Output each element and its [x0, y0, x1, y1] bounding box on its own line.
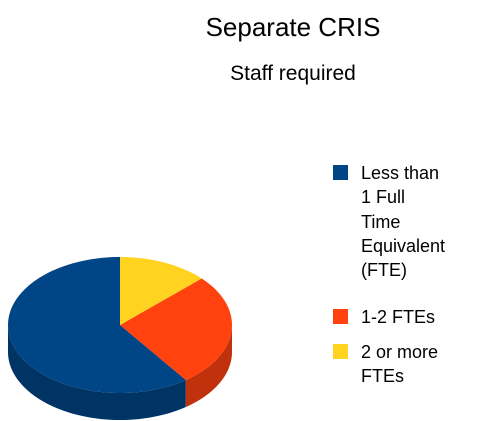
pie-side: [8, 325, 186, 420]
legend-item: 2 or more FTEs: [333, 340, 447, 389]
legend-label: Less than 1 Full Time Equivalent (FTE): [361, 163, 446, 281]
legend-swatch: [333, 165, 348, 180]
pie-slice: [120, 278, 232, 381]
legend-label: 1-2 FTEs: [361, 307, 436, 328]
legend-swatch: [333, 343, 348, 359]
chart-subtitle: Staff required: [230, 62, 356, 85]
legend: Less than 1 Full Time Equivalent (FTE) 1-…: [333, 161, 447, 388]
chart-title: Separate CRIS: [205, 12, 381, 42]
legend-item: 1-2 FTEs: [333, 305, 447, 329]
legend-item: Less than 1 Full Time Equivalent (FTE): [333, 161, 447, 282]
legend-label: 2 or more FTEs: [361, 341, 439, 387]
pie-side: [185, 325, 232, 408]
pie-slice: [8, 257, 186, 393]
legend-swatch: [333, 309, 348, 325]
pie-slice: [120, 257, 202, 325]
